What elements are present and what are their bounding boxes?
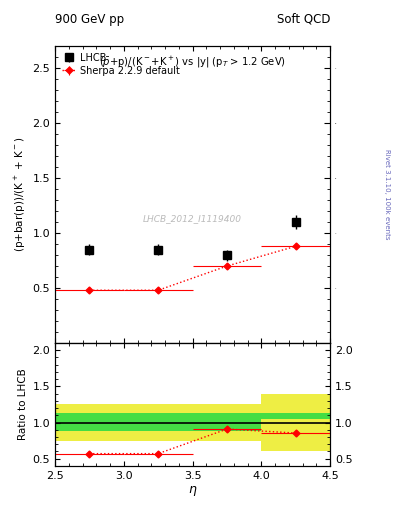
Text: Soft QCD: Soft QCD [277, 13, 330, 26]
Text: ($\bar{p}$+p)/(K$^-$+K$^+$) vs |y| (p$_T$ > 1.2 GeV): ($\bar{p}$+p)/(K$^-$+K$^+$) vs |y| (p$_T… [99, 55, 286, 70]
Legend: LHCB, Sherpa 2.2.9 default: LHCB, Sherpa 2.2.9 default [60, 51, 182, 78]
Text: Rivet 3.1.10, 100k events: Rivet 3.1.10, 100k events [384, 150, 390, 240]
Y-axis label: (p+bar(p))/(K$^+$ + K$^-$): (p+bar(p))/(K$^+$ + K$^-$) [13, 137, 28, 252]
Y-axis label: Ratio to LHCB: Ratio to LHCB [18, 369, 28, 440]
Text: LHCB_2012_I1119400: LHCB_2012_I1119400 [143, 214, 242, 223]
Text: 900 GeV pp: 900 GeV pp [55, 13, 124, 26]
X-axis label: $\eta$: $\eta$ [188, 483, 197, 498]
